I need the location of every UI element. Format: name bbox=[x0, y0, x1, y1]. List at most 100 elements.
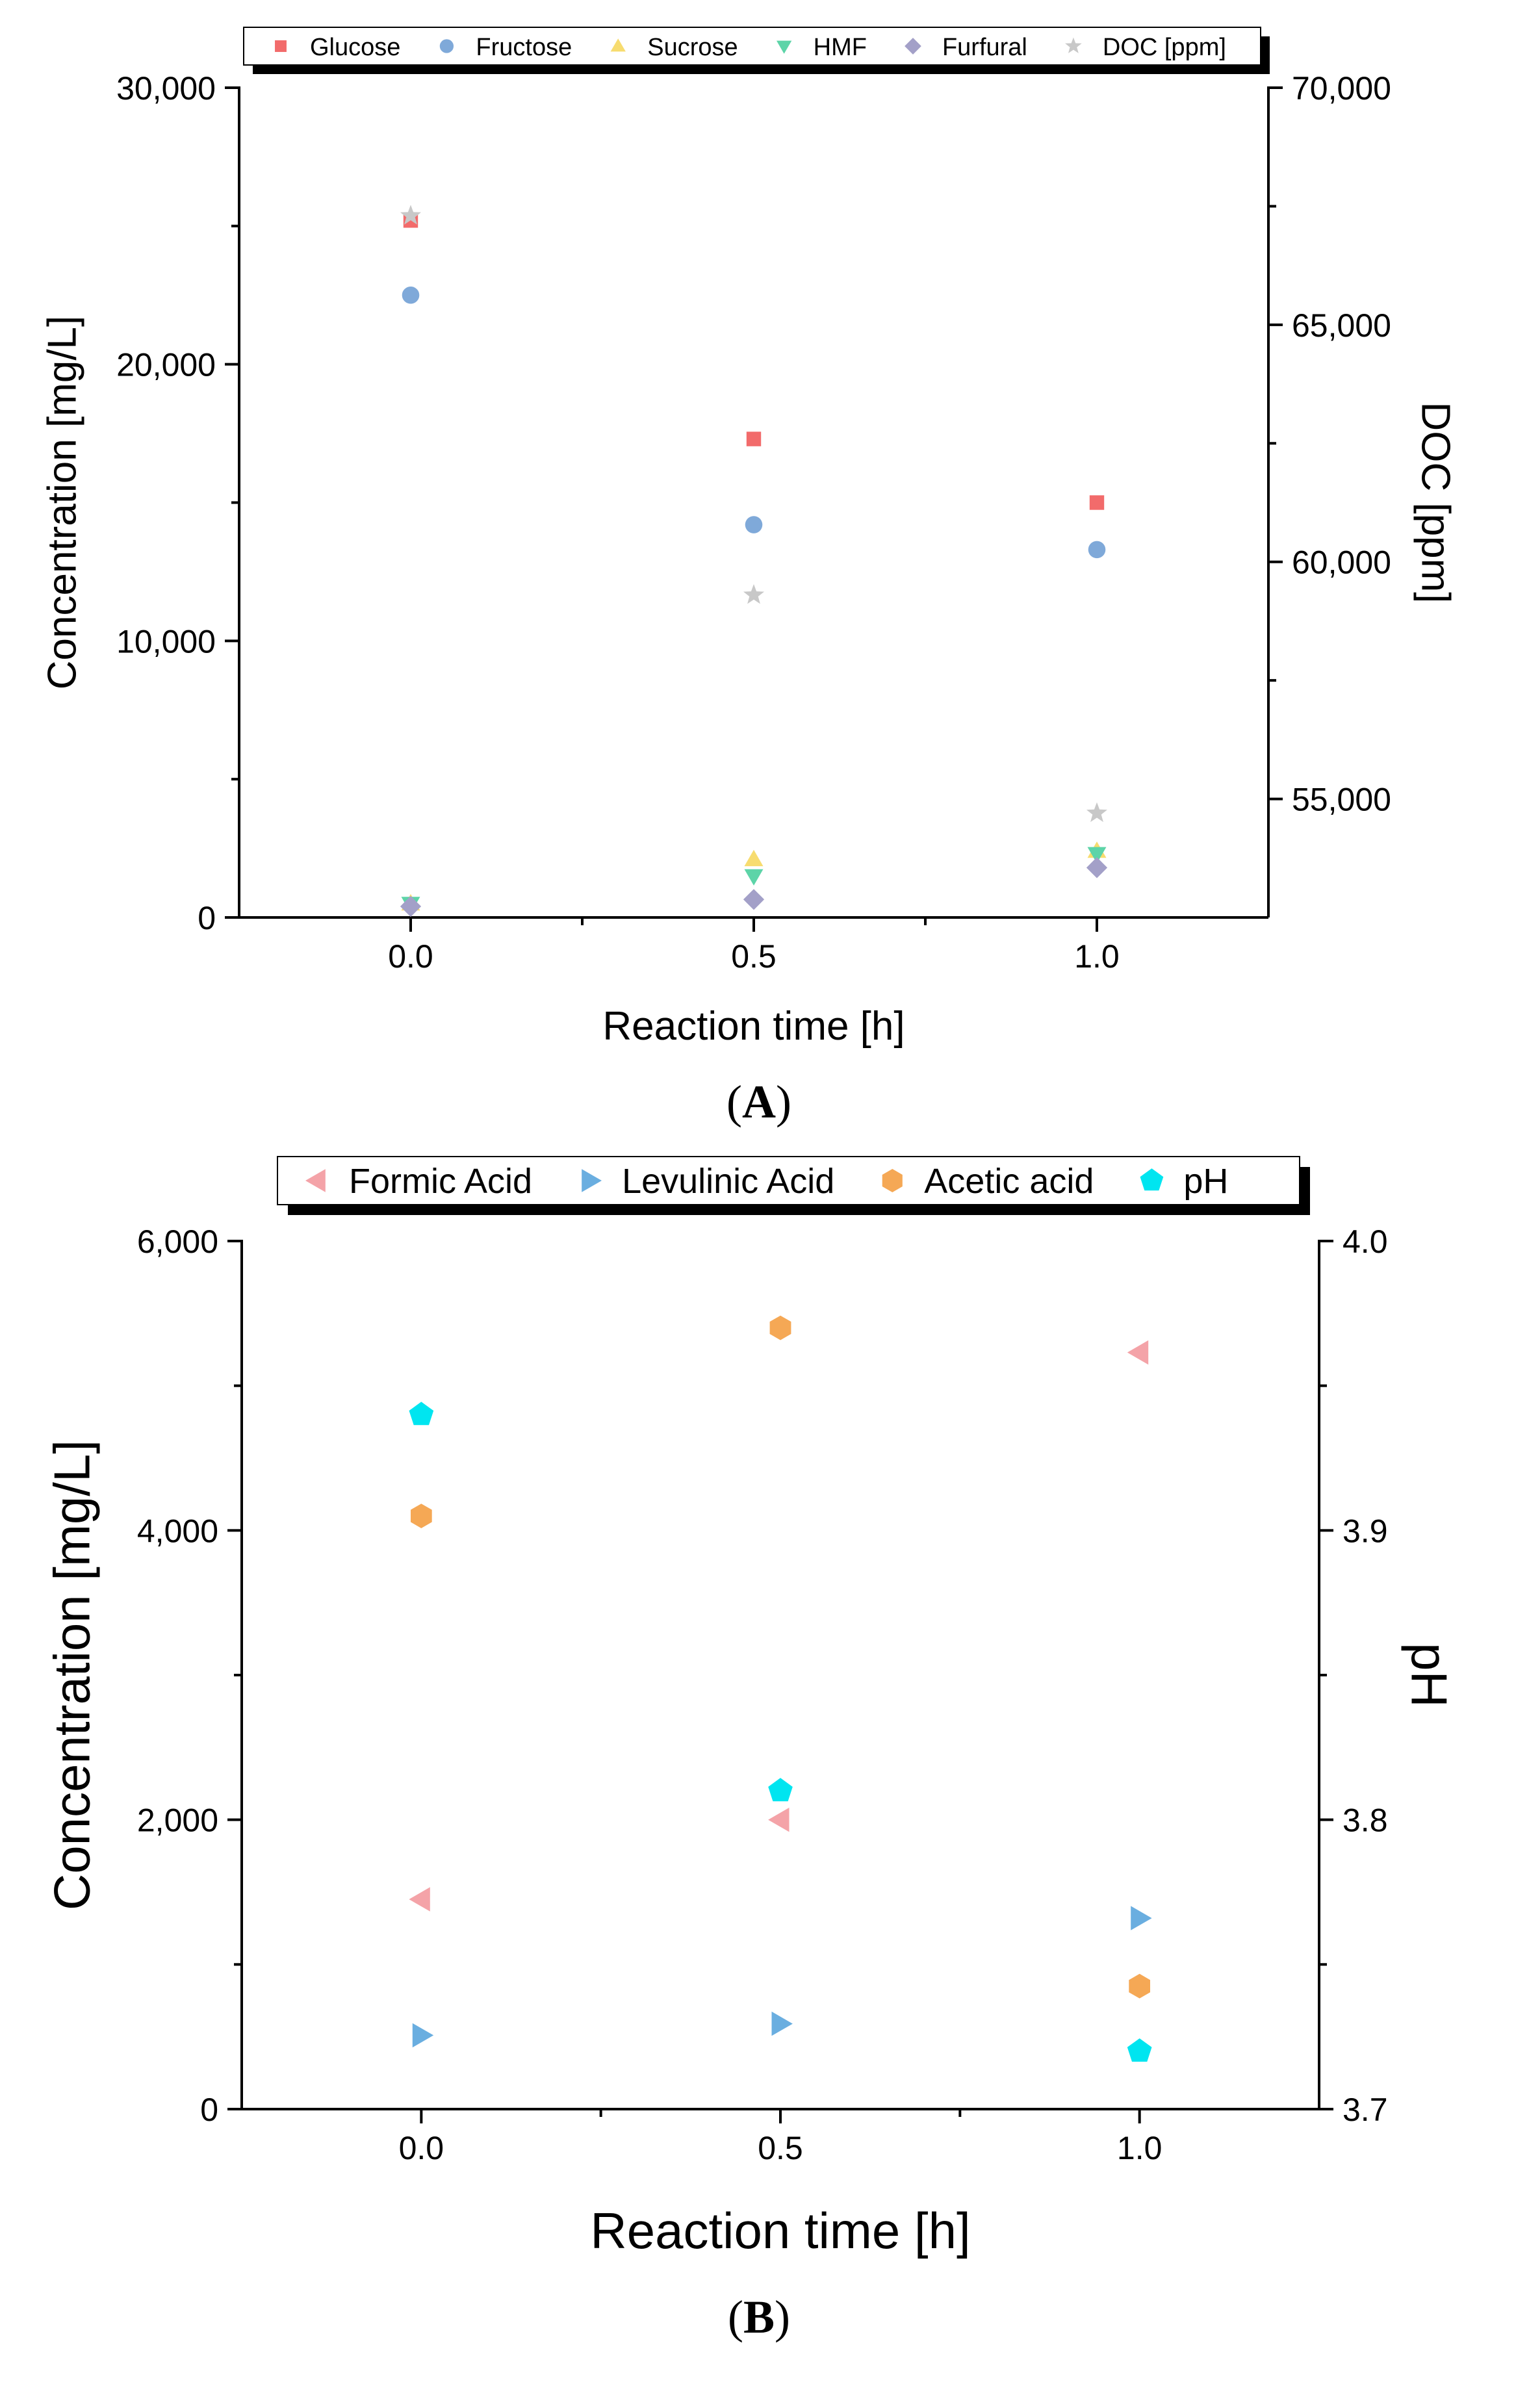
legend-label: HMF bbox=[814, 34, 867, 61]
x-tick-label: 1.0 bbox=[1117, 2130, 1163, 2166]
legend-marker bbox=[275, 40, 287, 52]
legend-marker bbox=[882, 1169, 903, 1192]
x-axis-title: Reaction time [h] bbox=[590, 2202, 970, 2259]
legend-label: Furfural bbox=[942, 34, 1027, 61]
legend-entry: HMF bbox=[777, 34, 867, 61]
x-tick-label: 0.5 bbox=[758, 2130, 803, 2166]
legend-marker bbox=[905, 38, 921, 55]
right-y-tick-label: 70,000 bbox=[1292, 70, 1391, 107]
series-formic-acid bbox=[409, 1340, 1149, 1912]
legend-marker bbox=[777, 40, 792, 54]
legend-entry: Furfural bbox=[905, 34, 1027, 61]
right-y-axis-title: DOC [ppm] bbox=[1413, 402, 1458, 603]
right-y-tick-label: 3.8 bbox=[1343, 1802, 1388, 1839]
panel-label-close: ) bbox=[776, 1076, 791, 1128]
data-point bbox=[409, 1402, 434, 1426]
right-y-tick-label: 3.7 bbox=[1343, 2092, 1388, 2128]
data-point bbox=[768, 1808, 790, 1832]
series-fructose bbox=[402, 286, 1106, 559]
left-y-tick-label: 0 bbox=[198, 900, 216, 936]
left-y-tick-label: 30,000 bbox=[116, 70, 216, 107]
legend-entry: Formic Acid bbox=[305, 1162, 532, 1201]
data-point bbox=[1086, 857, 1108, 878]
x-tick-label: 0.0 bbox=[388, 938, 433, 975]
axes bbox=[238, 86, 1270, 919]
legend-marker bbox=[582, 1169, 602, 1192]
right-y-axis-title: pH bbox=[1401, 1643, 1458, 1708]
left-y-tick-label: 20,000 bbox=[116, 347, 216, 383]
left-y-tick-label: 2,000 bbox=[137, 1802, 218, 1839]
right-y-tick-label: 3.9 bbox=[1343, 1513, 1388, 1549]
left-y-tick-label: 10,000 bbox=[116, 623, 216, 660]
panel-label-letter: A bbox=[742, 1076, 776, 1128]
panel-label-letter: B bbox=[743, 2291, 775, 2343]
data-point bbox=[1089, 495, 1105, 510]
legend-entry: pH bbox=[1140, 1162, 1228, 1201]
left-y-tick-label: 6,000 bbox=[137, 1223, 218, 1260]
left-y-axis-title: Concentration [mg/L] bbox=[43, 1440, 100, 1910]
data-point bbox=[400, 895, 422, 917]
data-point bbox=[743, 889, 765, 910]
right-y-tick-label: 60,000 bbox=[1292, 544, 1391, 581]
data-point bbox=[1127, 1340, 1149, 1365]
legend-entry: Fructose bbox=[439, 34, 572, 61]
legend-label: Acetic acid bbox=[924, 1162, 1094, 1201]
legend-box bbox=[243, 27, 1261, 66]
series-glucose bbox=[403, 213, 1105, 510]
data-points bbox=[409, 1315, 1152, 2062]
legend-marker bbox=[610, 38, 626, 52]
legend-entry: Sucrose bbox=[610, 34, 738, 61]
data-point bbox=[1131, 1906, 1152, 1930]
legend-label: Levulinic Acid bbox=[622, 1162, 834, 1201]
x-tick-label: 1.0 bbox=[1074, 938, 1120, 975]
x-axis-title: Reaction time [h] bbox=[602, 1004, 905, 1049]
data-point bbox=[1088, 541, 1106, 559]
right-y-tick-label: 65,000 bbox=[1292, 307, 1391, 344]
chart-panel-b: 0.0 0.5 1.0 0 2,000 4,000 6,000 3.7 3.8 3.9 4.0 Rea… bbox=[43, 1156, 1458, 2343]
data-point bbox=[768, 1778, 793, 1802]
legend-entry: Levulinic Acid bbox=[582, 1162, 834, 1201]
series-furfural bbox=[400, 857, 1108, 917]
legend-label: Fructose bbox=[476, 34, 572, 61]
panel-label: (B) bbox=[728, 2291, 790, 2343]
x-tick-label: 0.5 bbox=[731, 938, 777, 975]
data-point bbox=[1127, 2038, 1152, 2062]
data-point bbox=[743, 584, 764, 604]
data-point bbox=[409, 1887, 430, 1912]
legend-label: Formic Acid bbox=[349, 1162, 532, 1201]
legend-box bbox=[277, 1156, 1300, 1205]
right-y-tick-label: 55,000 bbox=[1292, 782, 1391, 818]
x-tick-label: 0.0 bbox=[399, 2130, 444, 2166]
legend-marker bbox=[1065, 37, 1082, 53]
data-points bbox=[400, 205, 1108, 917]
panel-label-open: ( bbox=[726, 1076, 742, 1128]
legend-label: Sucrose bbox=[647, 34, 738, 61]
legend-entry: Glucose bbox=[275, 34, 400, 61]
ticks bbox=[227, 1240, 1333, 2123]
legend-entry: DOC [ppm] bbox=[1065, 34, 1226, 61]
legend-label: DOC [ppm] bbox=[1103, 34, 1226, 61]
data-point bbox=[400, 205, 421, 225]
data-point bbox=[1087, 847, 1107, 864]
right-y-tick-label: 4.0 bbox=[1343, 1223, 1388, 1260]
left-y-tick-label: 4,000 bbox=[137, 1513, 218, 1549]
panel-label: (A) bbox=[726, 1076, 791, 1128]
panel-label-open: ( bbox=[728, 2291, 743, 2343]
data-point bbox=[744, 869, 764, 886]
legend: Glucose Fructose Sucrose HMF Furfural DOC [pp… bbox=[243, 27, 1270, 74]
data-point bbox=[1086, 802, 1107, 823]
left-y-axis-title: Concentration [mg/L] bbox=[40, 316, 85, 690]
series-acetic-acid bbox=[411, 1315, 1150, 1999]
data-point bbox=[769, 1315, 791, 1340]
legend-marker bbox=[1140, 1168, 1164, 1191]
series-levulinic-acid bbox=[412, 1906, 1152, 2048]
axes bbox=[240, 1240, 1320, 2110]
legend: Formic Acid Levulinic Acid Acetic acid pH bbox=[277, 1156, 1310, 1215]
data-point bbox=[1129, 1973, 1150, 1999]
legend-entry: Acetic acid bbox=[882, 1162, 1094, 1201]
panel-label-close: ) bbox=[775, 2291, 790, 2343]
chart-panel-a: 0.0 0.5 1.0 0 10,000 20,000 30,000 55,000 60,000… bbox=[40, 27, 1458, 1128]
data-point bbox=[411, 1504, 432, 1528]
ticks bbox=[225, 86, 1283, 932]
